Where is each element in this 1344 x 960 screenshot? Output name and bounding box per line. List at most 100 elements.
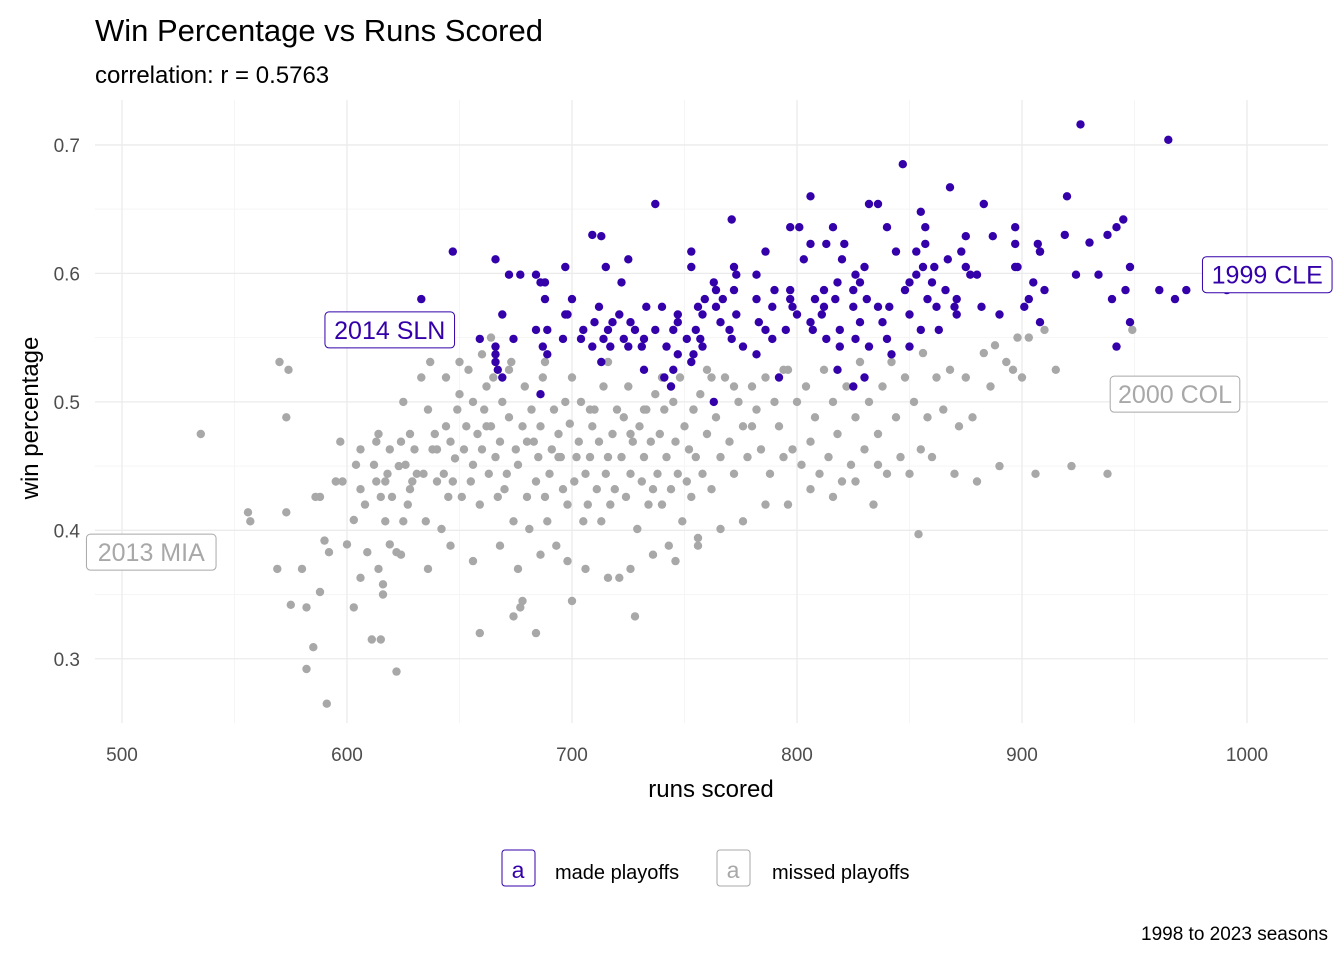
- point-missed-playoffs: [455, 390, 464, 399]
- point-made-playoffs: [1103, 230, 1112, 240]
- point-missed-playoffs: [417, 373, 426, 382]
- point-made-playoffs: [828, 223, 838, 232]
- point-made-playoffs: [448, 247, 457, 256]
- point-missed-playoffs: [399, 397, 408, 407]
- point-missed-playoffs: [648, 485, 658, 494]
- point-missed-playoffs: [563, 500, 572, 509]
- point-missed-playoffs: [711, 413, 721, 422]
- point-missed-playoffs: [507, 357, 516, 367]
- point-made-playoffs: [873, 302, 883, 311]
- point-missed-playoffs: [405, 429, 415, 439]
- point-missed-playoffs: [572, 452, 581, 462]
- point-made-playoffs: [806, 239, 815, 249]
- point-made-playoffs: [1170, 294, 1180, 304]
- point-missed-playoffs: [403, 500, 412, 509]
- point-made-playoffs: [729, 262, 739, 272]
- point-missed-playoffs: [480, 405, 489, 414]
- point-missed-playoffs: [462, 422, 471, 431]
- point-made-playoffs: [673, 318, 682, 327]
- point-missed-playoffs: [331, 477, 340, 486]
- point-made-playoffs: [1024, 294, 1034, 304]
- point-made-playoffs: [624, 342, 633, 351]
- point-made-playoffs: [563, 310, 572, 319]
- point-missed-playoffs: [833, 429, 842, 439]
- point-missed-playoffs: [914, 530, 923, 539]
- point-made-playoffs: [851, 270, 860, 279]
- point-made-playoffs: [491, 357, 500, 367]
- point-missed-playoffs: [626, 469, 635, 478]
- point-missed-playoffs: [932, 373, 941, 382]
- point-missed-playoffs: [495, 437, 505, 446]
- point-missed-playoffs: [518, 596, 527, 606]
- point-missed-playoffs: [968, 413, 977, 422]
- point-made-playoffs: [531, 325, 541, 335]
- point-made-playoffs: [808, 325, 817, 335]
- point-made-playoffs: [673, 350, 682, 359]
- point-missed-playoffs: [374, 429, 383, 439]
- point-missed-playoffs: [716, 452, 725, 462]
- point-missed-playoffs: [381, 517, 390, 526]
- point-made-playoffs: [727, 334, 736, 344]
- point-made-playoffs: [673, 310, 682, 319]
- point-missed-playoffs: [399, 517, 408, 526]
- y-tick-label: 0.3: [54, 650, 80, 671]
- point-missed-playoffs: [432, 477, 442, 486]
- point-missed-playoffs: [651, 390, 660, 399]
- point-made-playoffs: [594, 302, 604, 311]
- point-missed-playoffs: [801, 382, 811, 391]
- point-missed-playoffs: [961, 373, 970, 382]
- annotation-box: [1109, 375, 1241, 413]
- point-made-playoffs: [786, 294, 795, 304]
- point-missed-playoffs: [635, 422, 644, 431]
- point-missed-playoffs: [909, 397, 919, 407]
- point-made-playoffs: [916, 207, 925, 216]
- point-missed-playoffs: [509, 517, 518, 526]
- point-missed-playoffs: [639, 405, 649, 414]
- legend-label-made: made playoffs: [555, 862, 679, 884]
- chart-subtitle: correlation: r = 0.5763: [95, 62, 329, 89]
- point-missed-playoffs: [576, 397, 586, 407]
- point-missed-playoffs: [806, 485, 815, 494]
- point-missed-playoffs: [489, 373, 498, 382]
- point-missed-playoffs: [581, 564, 590, 574]
- point-made-playoffs: [567, 294, 577, 304]
- point-made-playoffs: [864, 199, 874, 209]
- point-made-playoffs: [930, 262, 939, 272]
- point-missed-playoffs: [680, 422, 689, 431]
- point-made-playoffs: [588, 230, 597, 240]
- x-axis-title: runs scored: [648, 776, 773, 803]
- point-missed-playoffs: [1051, 365, 1061, 374]
- point-made-playoffs: [752, 270, 761, 279]
- point-missed-playoffs: [617, 452, 626, 462]
- point-made-playoffs: [1011, 239, 1020, 249]
- point-missed-playoffs: [482, 382, 491, 391]
- point-missed-playoffs: [624, 382, 633, 391]
- point-missed-playoffs: [664, 541, 673, 550]
- point-missed-playoffs: [603, 573, 613, 582]
- point-missed-playoffs: [421, 517, 430, 526]
- point-missed-playoffs: [806, 437, 815, 446]
- point-missed-playoffs: [1040, 325, 1049, 335]
- point-made-playoffs: [603, 325, 613, 335]
- point-missed-playoffs: [693, 533, 703, 543]
- legend-symbol-made: a: [512, 857, 525, 883]
- point-missed-playoffs: [639, 452, 649, 462]
- point-missed-playoffs: [275, 357, 284, 367]
- chart-title: Win Percentage vs Runs Scored: [95, 13, 543, 48]
- point-missed-playoffs: [887, 357, 896, 367]
- point-missed-playoffs: [423, 564, 433, 574]
- point-made-playoffs: [738, 342, 748, 351]
- point-made-playoffs: [1062, 192, 1072, 201]
- point-made-playoffs: [698, 310, 707, 319]
- point-made-playoffs: [849, 285, 858, 295]
- point-missed-playoffs: [518, 422, 527, 431]
- point-missed-playoffs: [426, 357, 435, 367]
- point-missed-playoffs: [284, 365, 293, 374]
- point-missed-playoffs: [500, 485, 509, 494]
- point-made-playoffs: [660, 373, 669, 382]
- point-made-playoffs: [887, 350, 896, 359]
- point-made-playoffs: [952, 310, 961, 319]
- point-made-playoffs: [855, 318, 865, 327]
- point-made-playoffs: [725, 325, 734, 335]
- point-missed-playoffs: [540, 357, 550, 367]
